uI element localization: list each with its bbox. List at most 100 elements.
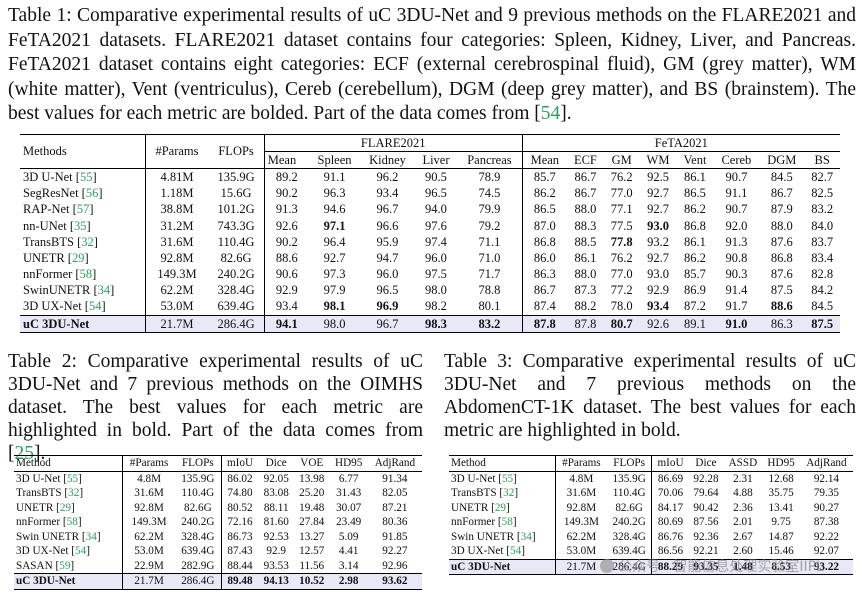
citation-link[interactable]: 56 <box>85 186 99 201</box>
citation-link[interactable]: 32 <box>503 487 515 500</box>
table-cell: 90.7 <box>725 202 748 217</box>
citation-link[interactable]: 29 <box>71 250 85 265</box>
citation-link[interactable]: 32 <box>81 234 94 249</box>
citation-link[interactable]: 54 <box>75 545 87 558</box>
table-cell: 86.8 <box>770 250 793 265</box>
citation-link[interactable]: 32 <box>68 487 80 500</box>
method-name: nnFormer [58] <box>20 266 146 283</box>
citation-link[interactable]: 34 <box>97 283 111 298</box>
table-cell: 328.4G <box>606 529 653 544</box>
group-header-feta2021: FeTA2021 <box>522 133 840 153</box>
citation-link[interactable]: 58 <box>79 267 93 282</box>
table-cell: 93.22 <box>799 559 853 575</box>
citation-link[interactable]: 59 <box>59 559 71 572</box>
table-cell: 88.3 <box>574 218 597 233</box>
table-cell: 93.53 <box>258 558 294 574</box>
table-cell: 77.0 <box>610 186 633 201</box>
table-cell: 91.0 <box>713 315 760 334</box>
citation-link[interactable]: 35 <box>74 218 87 233</box>
table-cell: 135.9G <box>606 471 653 486</box>
col-header-method: Method <box>449 455 556 472</box>
table-cell: 86.73 <box>227 530 253 543</box>
table-cell: 31.6M <box>134 487 164 500</box>
citation-link[interactable]: 58 <box>66 516 78 529</box>
table-cell: 92.8M <box>160 250 194 265</box>
table-row: Swin UNETR [34] 62.2M 328.4G 86.73 92.53 13.2… <box>14 529 422 544</box>
table-cell: 93.0 <box>647 267 669 282</box>
table-cell: 84.5 <box>770 169 793 184</box>
citation-link[interactable]: 54 <box>540 103 561 124</box>
table-cell: 83.2 <box>811 202 834 217</box>
citation-link[interactable]: 58 <box>501 516 513 529</box>
table-cell: 15.6G <box>208 185 265 202</box>
table-cell: 96.5 <box>376 283 399 298</box>
table-cell: 88.29 <box>651 559 689 575</box>
table-cell: 96.5 <box>425 186 447 201</box>
col-header: HD95 <box>762 455 800 472</box>
table-cell: 82.5 <box>811 186 834 201</box>
table-cell: 639.4G <box>175 544 222 559</box>
table-cell: 86.7 <box>574 169 597 184</box>
table-cell: 82.05 <box>382 487 408 500</box>
table-cell: 98.2 <box>414 298 458 317</box>
method-name: nnFormer [58] <box>14 515 124 530</box>
table-cell: 87.56 <box>693 516 719 529</box>
table-cell: 80.7 <box>603 315 640 334</box>
col-header: FLOPs <box>606 455 653 472</box>
table-cell: 93.4 <box>639 298 677 317</box>
table-cell: 80.52 <box>227 501 253 514</box>
method-name: uC 3DU-Net <box>20 315 146 334</box>
table-cell: 92.07 <box>799 544 853 560</box>
col-header: FLOPs <box>175 455 222 472</box>
table-cell: 87.8 <box>566 315 604 334</box>
table-cell: 88.0 <box>770 218 793 233</box>
table-cell: 82.6G <box>606 500 653 515</box>
citation-link[interactable]: 54 <box>88 299 102 314</box>
table-cell: 743.3G <box>208 217 265 235</box>
table-cell: 10.52 <box>293 573 330 590</box>
citation-link[interactable]: 55 <box>66 472 79 485</box>
table-cell: 2.98 <box>329 573 368 590</box>
table-cell: 4.81M <box>160 169 194 184</box>
table-cell: 90.3 <box>725 267 748 282</box>
col-header-methods: Methods <box>20 133 146 170</box>
table-row: SwinUNETR [34] 62.2M 328.4G 92.9 97.9 96.5 98.… <box>20 282 840 299</box>
col-header: #Params <box>122 455 176 472</box>
citation-link[interactable]: 55 <box>501 472 514 485</box>
table-cell: 90.27 <box>813 501 839 514</box>
table-cell: 91.3 <box>725 234 748 249</box>
table-cell: 91.85 <box>382 530 408 543</box>
col-header-params: #Params <box>145 133 209 170</box>
table-cell: 90.5 <box>425 169 447 184</box>
table-cell: 87.5 <box>804 315 840 334</box>
table-cell: 2.67 <box>733 530 753 543</box>
table-cell: 76.2 <box>610 250 633 265</box>
table-cell: 240.2G <box>175 515 222 530</box>
table-cell: 71.1 <box>457 234 523 251</box>
table-cell: 22.9M <box>122 558 176 574</box>
table3-caption: Table 3: Comparative experimental result… <box>444 351 856 441</box>
table-cell: 86.5 <box>533 202 556 217</box>
citation-link[interactable]: 34 <box>520 530 532 543</box>
table-cell: 84.2 <box>811 283 834 298</box>
citation-link[interactable]: 34 <box>85 530 97 543</box>
method-name: TransBTS [32] <box>449 486 556 501</box>
citation-link[interactable]: 54 <box>510 545 522 558</box>
table-cell: 86.7 <box>770 186 793 201</box>
table-cell: 282.9G <box>175 558 222 574</box>
table-row: 3D UX-Net [54] 53.0M 639.4G 93.4 98.1 96.9 98.… <box>20 298 840 317</box>
table-cell: 86.8 <box>533 234 556 249</box>
table-cell: 92.28 <box>693 472 719 485</box>
citation-link[interactable]: 55 <box>79 169 93 184</box>
table-cell: 90.8 <box>725 250 748 265</box>
citation-link[interactable]: 29 <box>59 501 71 514</box>
table-cell: 86.2 <box>533 186 556 201</box>
table-cell: 82.6G <box>208 250 265 267</box>
table-cell: 96.2 <box>376 169 399 184</box>
citation-link[interactable]: 29 <box>494 501 506 514</box>
table-cell: 15.46 <box>762 544 800 560</box>
table-cell: 98.0 <box>425 283 447 298</box>
col-header: Liver <box>414 151 458 170</box>
citation-link[interactable]: 57 <box>76 202 90 217</box>
table-cell: 4.8M <box>569 472 594 485</box>
